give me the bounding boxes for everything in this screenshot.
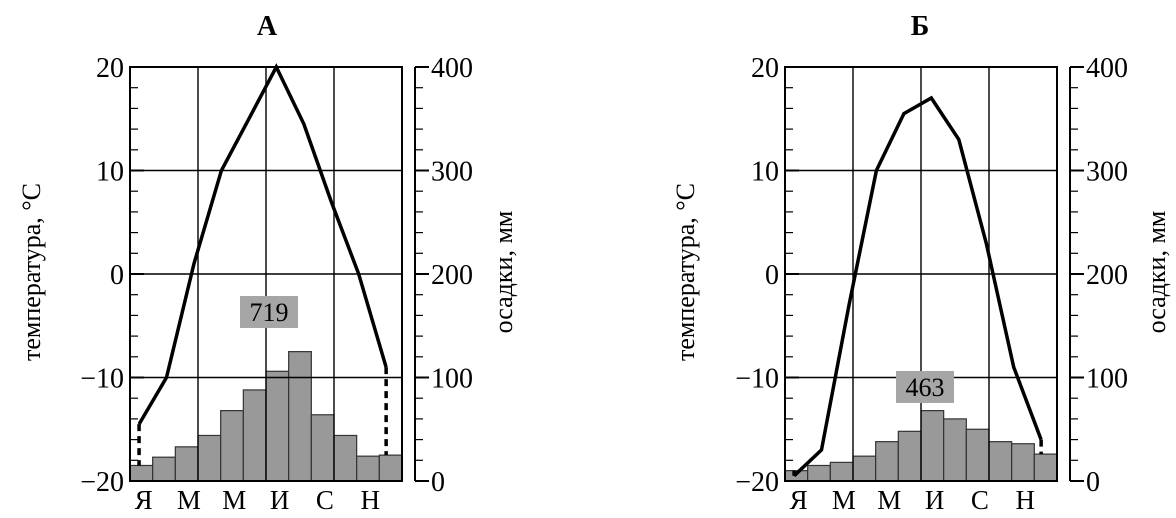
right-tick-label: 200 [1086,260,1128,291]
precip-bar [266,371,289,481]
precip-bar [379,455,402,481]
month-label: Н [361,485,381,515]
left-tick-label: −10 [735,364,779,395]
precip-bar [876,442,899,481]
month-label: С [971,485,989,515]
precip-bar [989,442,1012,481]
precip-bar [1034,454,1057,481]
right-tick-label: 0 [1086,467,1100,498]
left-tick-label: −20 [735,467,779,498]
climate-chart-b: Б температура, °С осадки, мм 20100−10−20… [671,11,1171,515]
left-tick-label: 0 [765,260,779,291]
precip-bar [898,431,921,481]
precip-bar [221,411,244,481]
right-tick-label: 200 [431,260,473,291]
precip-bar [853,456,876,481]
precip-bar [130,465,153,481]
temperature-line [794,98,1041,476]
month-label: М [832,485,856,515]
precip-bar [289,352,312,481]
precip-bar [830,462,853,481]
right-tick-label: 100 [431,364,473,395]
month-label: И [270,485,290,515]
left-tick-label: −20 [80,467,124,498]
chart-title: Б [911,11,930,42]
left-tick-label: 20 [96,53,124,84]
precip-bar [944,419,967,481]
precip-bar [966,429,989,481]
precip-bar [175,447,198,481]
right-tick-label: 100 [1086,364,1128,395]
annual-total-label: 719 [250,298,289,327]
month-label: М [877,485,901,515]
left-tick-label: 10 [96,157,124,188]
left-tick-label: 10 [751,157,779,188]
month-label: Н [1016,485,1036,515]
precip-bar [1012,444,1035,481]
temperature-line [139,67,386,424]
y-axis-label-left: температура, °С [671,183,700,361]
right-tick-label: 400 [431,53,473,84]
left-tick-label: 20 [751,53,779,84]
chart-title: А [257,11,278,42]
precip-bar [921,411,944,481]
precip-bar [153,457,176,481]
month-label: М [177,485,201,515]
precip-bar [311,415,334,481]
precip-bar [198,435,221,481]
month-label: И [925,485,945,515]
y-axis-label-right: осадки, мм [489,211,518,334]
y-axis-label-right: осадки, мм [1142,211,1171,334]
month-label: М [222,485,246,515]
precip-bar [334,435,357,481]
month-label: Я [135,485,153,515]
month-label: Я [790,485,808,515]
precip-bar [243,390,266,481]
right-tick-label: 0 [431,467,445,498]
y-axis-label-left: температура, °С [17,183,46,361]
month-label: С [316,485,334,515]
right-tick-label: 300 [1086,157,1128,188]
annual-total-label: 463 [906,373,945,402]
left-tick-label: −10 [80,364,124,395]
precip-bar [357,456,380,481]
left-tick-label: 0 [110,260,124,291]
precip-bar [808,465,831,481]
right-tick-label: 300 [431,157,473,188]
climate-chart-a: А температура, °С осадки, мм 20100−10−20… [17,11,518,515]
right-tick-label: 400 [1086,53,1128,84]
